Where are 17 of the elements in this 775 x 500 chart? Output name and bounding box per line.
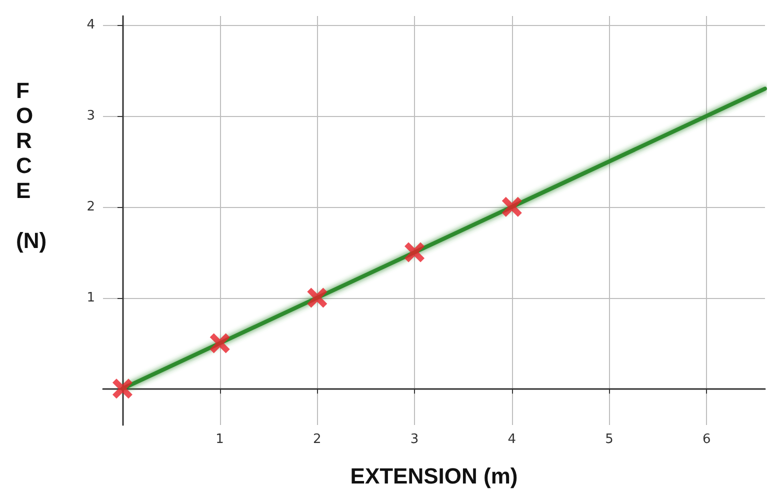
y-tick-label: 3 (86, 108, 95, 124)
x-tick-label: 6 (702, 432, 711, 447)
y-tick-label: 2 (86, 199, 95, 214)
point (112, 378, 132, 399)
point (210, 333, 230, 354)
x-tick-label: 1 (216, 432, 224, 447)
x-tick-label: 2 (313, 432, 322, 447)
y-tick-label: 1 (86, 290, 95, 306)
y-tick-label: 4 (86, 18, 95, 33)
x-axis-title: EXTENSION (m) (350, 464, 518, 488)
point (404, 242, 425, 262)
x-tick-label: 3 (410, 432, 419, 447)
x-tick-label: 4 (508, 432, 516, 447)
point (307, 288, 328, 308)
point (502, 196, 522, 217)
x-tick-label: 5 (605, 432, 614, 447)
y-axis-title: FORCE (N) (16, 78, 47, 253)
